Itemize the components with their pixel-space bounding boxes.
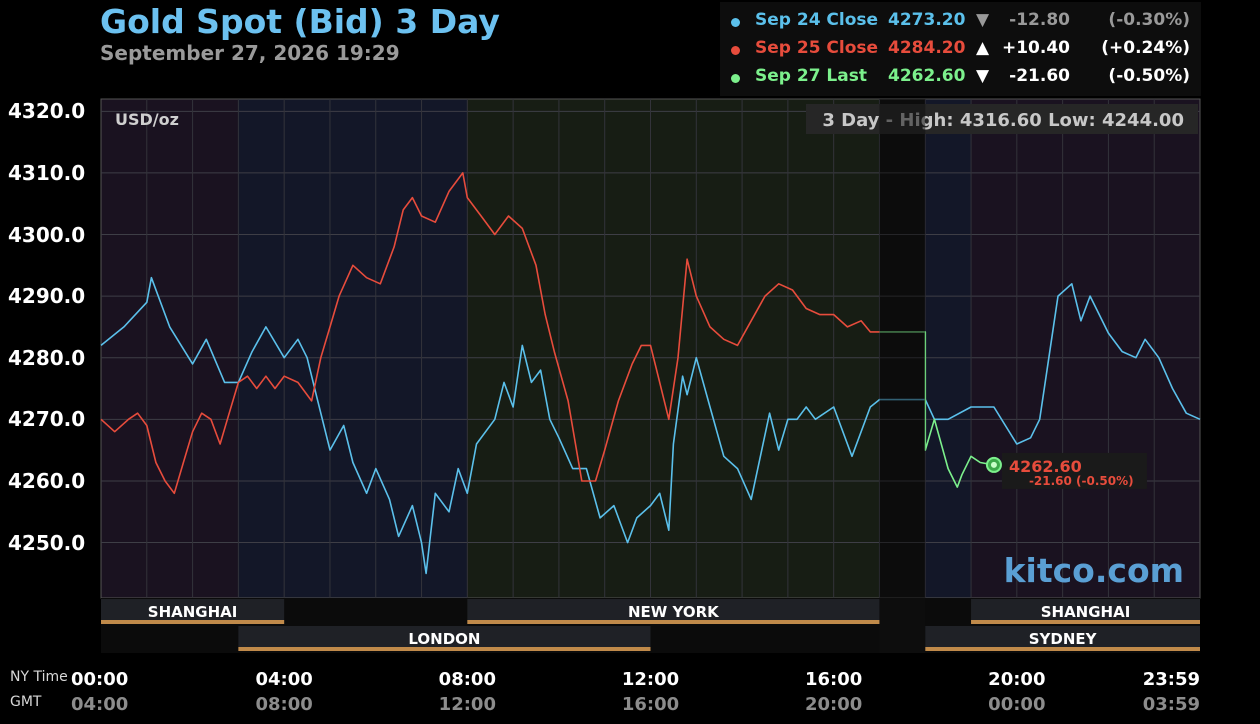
y-tick-label: 4310.0 [8,160,86,185]
series-line [100,172,880,495]
y-tick-label: 4270.0 [8,407,86,432]
legend-label: Sep 24 Close [755,10,879,30]
last-point-core [990,461,997,468]
y-tick-label: 4300.0 [8,222,86,247]
page-title: Gold Spot (Bid) 3 Day [100,2,500,41]
legend-dot [731,18,740,27]
last-value-label: 4262.60 [1009,457,1082,476]
legend-pct: (+0.24%) [1101,38,1190,58]
x-tick-gmt: 08:00 [255,694,313,715]
gmt-label: GMT [10,694,42,710]
legend-row: Sep 24 Close 4273.20 ▼ -12.80 (-0.30%) [720,10,1201,36]
session-label: LONDON [408,630,480,648]
x-tick-ny: 04:00 [255,669,313,690]
legend-arrow: ▲ [976,38,990,58]
session-shade [971,99,1200,598]
y-tick-label: 4320.0 [8,99,86,124]
y-tick-label: 4260.0 [8,468,86,493]
session-box [925,626,1200,651]
x-tick-ny: 08:00 [438,669,496,690]
market-closed-band [879,99,926,653]
series-line [879,331,995,488]
legend-dot [731,46,740,55]
legend-change: -12.80 [1009,10,1070,30]
x-tick-gmt: 03:59 [1142,694,1200,715]
x-tick-ny: 20:00 [988,669,1046,690]
x-tick-ny: 16:00 [805,669,863,690]
ny-time-label: NY Time [10,669,68,685]
legend-change: +10.40 [1001,38,1070,58]
legend-change: -21.60 [1009,66,1070,86]
range-label: 3 Day - High: 4316.60 Low: 4244.00 [822,110,1184,131]
session-label: SYDNEY [1029,630,1098,648]
last-label-bg [1001,452,1147,489]
session-label: SHANGHAI [1041,603,1131,621]
legend-label: Sep 27 Last [755,66,867,86]
legend-value: 4273.20 [888,10,966,30]
session-shade [101,99,239,598]
legend-dot [731,74,740,83]
x-tick-gmt: 04:00 [71,694,129,715]
x-tick-ny: 23:59 [1142,669,1200,690]
watermark-logo: kitco.com [1004,551,1184,590]
x-tick-gmt: 00:00 [988,694,1046,715]
legend-pct: (-0.50%) [1108,66,1190,86]
x-tick-gmt: 16:00 [621,694,680,715]
session-bar [467,620,880,624]
y-tick-label: 4290.0 [8,284,86,309]
session-shade [467,99,880,598]
page-subtitle: September 27, 2026 19:29 [100,41,400,65]
session-bar [925,647,1200,651]
unit-label: USD/oz [115,110,179,129]
x-tick-gmt: 12:00 [438,694,496,715]
session-box [467,599,880,624]
session-box [101,599,285,624]
session-shade [238,99,468,598]
legend-arrow: ▼ [976,66,990,86]
legend-pct: (-0.30%) [1108,10,1190,30]
legend-value: 4284.20 [888,38,966,58]
session-label: NEW YORK [628,603,720,621]
last-change-label: -21.60 (-0.50%) [1029,474,1134,488]
legend-label: Sep 25 Close [755,38,879,58]
x-tick-ny: 00:00 [71,669,129,690]
y-tick-label: 4280.0 [8,345,86,370]
legend-arrow: ▼ [976,10,990,30]
series-line [100,276,1201,575]
session-bar [238,647,651,651]
session-shade [925,99,972,598]
session-box [971,599,1200,624]
session-label: SHANGHAI [148,603,238,621]
legend-row: Sep 25 Close 4284.20 ▲ +10.40 (+0.24%) [720,38,1201,64]
range-label-bg [806,104,1198,134]
y-tick-label: 4250.0 [8,530,86,555]
session-bar [971,620,1200,624]
legend: Sep 24 Close 4273.20 ▼ -12.80 (-0.30%) S… [720,2,1201,96]
legend-row: Sep 27 Last 4262.60 ▼ -21.60 (-0.50%) [720,66,1201,92]
x-tick-ny: 12:00 [621,669,680,690]
legend-value: 4262.60 [888,66,966,86]
x-tick-gmt: 20:00 [805,694,863,715]
session-box [238,626,651,651]
session-bar [101,620,285,624]
